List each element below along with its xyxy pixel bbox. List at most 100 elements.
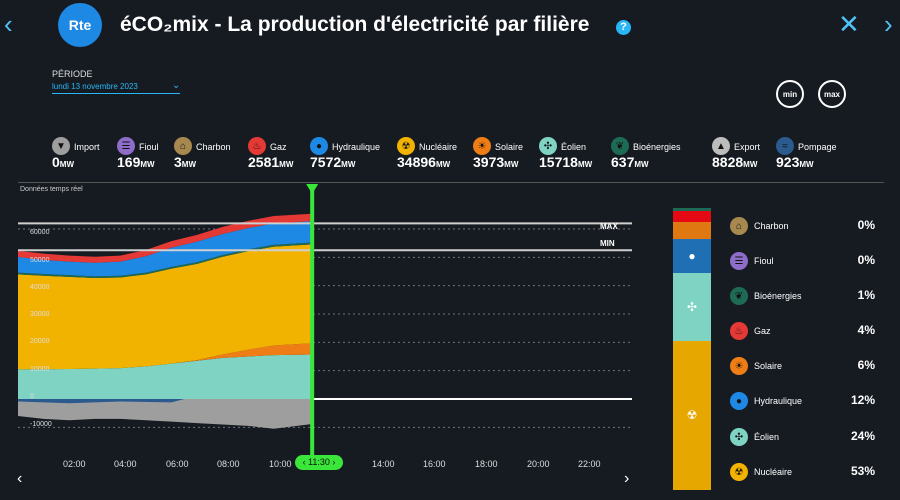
- chart-next-icon[interactable]: ›: [624, 470, 630, 487]
- area-hydraulique: [18, 221, 313, 277]
- legend-percent: 0%: [857, 218, 875, 232]
- share-segment-bioénergies: [673, 208, 711, 211]
- period-label: PÉRIODE: [52, 69, 93, 79]
- source-value: 637MW: [611, 154, 649, 170]
- coal-icon: ⌂: [730, 217, 748, 235]
- chevron-down-icon[interactable]: ⌄: [172, 80, 181, 91]
- x-tick-label: 14:00: [372, 459, 395, 469]
- share-segment-hydraulique: ●: [673, 239, 711, 273]
- wind-turbine-icon: ✣: [539, 137, 557, 155]
- source-value: 923MW: [776, 154, 814, 170]
- source-name: Solaire: [495, 142, 524, 152]
- source-value: 169MW: [117, 154, 155, 170]
- source-value: 0MW: [52, 154, 75, 170]
- area-export: [18, 399, 313, 429]
- y-tick-label: 20000: [30, 338, 50, 345]
- x-tick-label: 18:00: [475, 459, 498, 469]
- chart-prev-icon[interactable]: ‹: [17, 470, 23, 487]
- y-tick-label: 30000: [30, 311, 50, 318]
- y-tick-label: 10000: [30, 366, 50, 373]
- x-tick-label: 02:00: [63, 459, 86, 469]
- x-tick-label: 08:00: [217, 459, 240, 469]
- fuel-barrel-icon: ☰: [117, 137, 135, 155]
- area-gaz: [18, 213, 313, 263]
- legend-name: Fioul: [754, 256, 774, 266]
- legend-item-solaire[interactable]: ☀ Solaire 6%: [730, 357, 880, 381]
- source-name: Fioul: [139, 142, 159, 152]
- share-segment-solaire: [673, 222, 711, 240]
- leaf-icon: ❦: [611, 137, 629, 155]
- source-name: Import: [74, 142, 100, 152]
- area-nucléaire: [18, 244, 313, 370]
- y-tick-label: 60000: [30, 229, 50, 236]
- legend-name: Gaz: [754, 326, 771, 336]
- legend-name: Charbon: [754, 221, 789, 231]
- share-segment-nucléaire: ☢: [673, 340, 711, 490]
- area-solaire: [18, 343, 313, 370]
- source-value: 7572MW: [310, 154, 356, 170]
- area-bioénergies: [18, 242, 313, 279]
- nav-prev-arrow-icon[interactable]: ‹: [4, 9, 13, 39]
- legend-percent: 1%: [857, 288, 875, 302]
- legend-item-éolien[interactable]: ✣ Éolien 24%: [730, 428, 880, 452]
- help-icon[interactable]: ?: [616, 20, 631, 35]
- area-éolien: [18, 354, 313, 399]
- source-name: Hydraulique: [332, 142, 381, 152]
- water-drop-icon: ●: [310, 137, 328, 155]
- y-tick-label: 50000: [30, 257, 50, 264]
- legend-percent: 53%: [850, 464, 875, 478]
- legend-percent: 0%: [857, 253, 875, 267]
- source-value: 8828MW: [712, 154, 758, 170]
- source-value: 3MW: [174, 154, 197, 170]
- period-date-select[interactable]: lundi 13 novembre 2023: [52, 82, 180, 94]
- sun-icon: ☀: [473, 137, 491, 155]
- legend-item-charbon[interactable]: ⌂ Charbon 0%: [730, 217, 880, 241]
- current-time-marker-icon: [306, 184, 319, 194]
- legend-item-bioénergies[interactable]: ❦ Bioénergies 1%: [730, 287, 880, 311]
- legend-percent: 12%: [850, 393, 875, 407]
- source-value: 34896MW: [397, 154, 451, 170]
- flame-icon: ♨: [248, 137, 266, 155]
- area-pompage: [18, 399, 185, 404]
- source-name: Pompage: [798, 142, 837, 152]
- legend-item-gaz[interactable]: ♨ Gaz 4%: [730, 322, 880, 346]
- x-tick-label: 06:00: [166, 459, 189, 469]
- x-tick-label: 10:00: [269, 459, 292, 469]
- legend-percent: 4%: [857, 323, 875, 337]
- flame-icon: ♨: [730, 322, 748, 340]
- realtime-label: Données temps réel: [20, 186, 83, 193]
- rte-logo: Rte: [58, 3, 102, 47]
- legend-name: Hydraulique: [754, 396, 803, 406]
- x-tick-label: 04:00: [114, 459, 137, 469]
- legend-item-fioul[interactable]: ☰ Fioul 0%: [730, 252, 880, 276]
- page-title: éCO₂mix - La production d'électricité pa…: [120, 13, 590, 36]
- nav-next-arrow-icon[interactable]: ›: [884, 9, 893, 39]
- source-name: Bioénergies: [633, 142, 681, 152]
- nuclear-icon: ☢: [397, 137, 415, 155]
- legend-item-nucléaire[interactable]: ☢ Nucléaire 53%: [730, 463, 880, 487]
- wind-turbine-icon: ✣: [730, 428, 748, 446]
- x-tick-label: 16:00: [423, 459, 446, 469]
- close-icon[interactable]: ✕: [838, 9, 860, 39]
- chevron-up-icon: ▲: [712, 137, 730, 155]
- coal-icon: ⌂: [174, 137, 192, 155]
- max-button[interactable]: max: [818, 80, 846, 108]
- nuclear-icon: ☢: [730, 463, 748, 481]
- legend-item-hydraulique[interactable]: ● Hydraulique 12%: [730, 392, 880, 416]
- source-value: 3973MW: [473, 154, 519, 170]
- min-button[interactable]: min: [776, 80, 804, 108]
- legend-name: Bioénergies: [754, 291, 802, 301]
- x-tick-label: 20:00: [527, 459, 550, 469]
- divider: [18, 182, 884, 183]
- y-tick-label: 40000: [30, 284, 50, 291]
- legend-percent: 6%: [857, 358, 875, 372]
- source-name: Éolien: [561, 142, 587, 152]
- leaf-icon: ❦: [730, 287, 748, 305]
- source-value: 15718MW: [539, 154, 593, 170]
- current-time-handle[interactable]: ‹ 11:30 ›: [295, 455, 343, 470]
- waves-icon: ≈: [776, 137, 794, 155]
- production-area-chart[interactable]: [0, 180, 650, 480]
- fuel-barrel-icon: ☰: [730, 252, 748, 270]
- source-name: Charbon: [196, 142, 231, 152]
- legend-name: Solaire: [754, 361, 783, 371]
